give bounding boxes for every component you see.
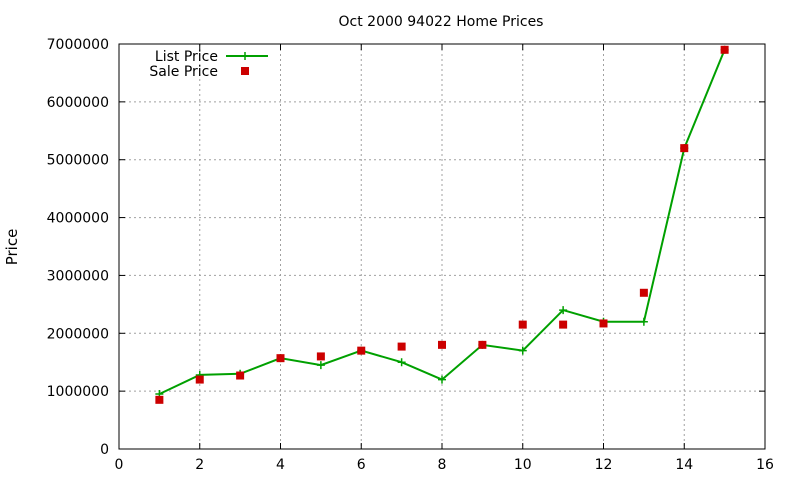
x-tick-label: 14 [675,457,693,473]
point-list-price [639,317,648,326]
x-tick-label: 0 [115,457,124,473]
legend-marker-list-price [241,52,249,60]
point-sale-price [639,288,648,297]
legend-marker-sale-price [241,67,249,75]
axis-ticks [118,43,766,450]
point-sale-price [276,354,285,363]
point-list-price [316,361,325,370]
x-tick-label: 10 [514,457,532,473]
x-tick-label: 4 [276,457,285,473]
y-tick-label: 2000000 [47,326,109,342]
y-tick-label: 7000000 [47,37,109,53]
y-tick-label: 4000000 [47,211,109,227]
legend-label-sale-price: Sale Price [149,64,218,80]
legend: List Price Sale Price [149,49,268,80]
y-tick-labels: 0 1000000 2000000 3000000 4000000 5000000 6000… [47,37,109,458]
point-sale-price [438,340,446,349]
point-sale-price [518,320,527,329]
point-sale-price [195,375,204,384]
point-list-price [518,346,527,355]
point-list-price [438,375,446,384]
point-sale-price [316,352,325,361]
point-sale-price [680,144,689,153]
x-tick-label: 12 [595,457,613,473]
x-tick-label: 8 [438,457,447,473]
point-sale-price [599,319,608,328]
point-list-price [397,358,406,367]
x-tick-labels: 0 2 4 6 8 10 12 14 16 [115,457,774,473]
x-tick-label: 6 [357,457,366,473]
point-sale-price [236,371,245,380]
point-sale-price [155,395,164,404]
y-axis-label: Price [3,229,21,266]
point-list-price [559,306,568,315]
grid-lines [119,44,765,449]
y-tick-label: 5000000 [47,153,109,169]
point-sale-price [397,342,406,351]
y-tick-label: 1000000 [47,384,109,400]
x-tick-label: 16 [756,457,774,473]
y-tick-label: 3000000 [47,268,109,284]
point-sale-price [559,320,568,329]
y-tick-label: 0 [100,442,109,458]
chart-title: Oct 2000 94022 Home Prices [339,14,544,30]
series-layer [155,45,729,404]
x-tick-label: 2 [195,457,204,473]
y-tick-label: 6000000 [47,95,109,111]
point-sale-price [720,45,729,54]
legend-label-list-price: List Price [155,49,218,65]
point-sale-price [478,340,487,349]
point-sale-price [357,346,366,355]
